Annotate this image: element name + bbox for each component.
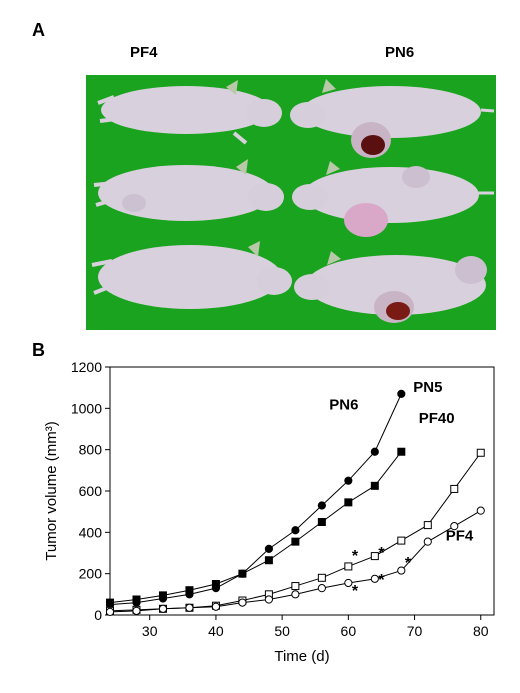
data-point-pf4 [211,602,221,611]
x-tick-label: 80 [473,623,489,639]
significance-asterisk: * [378,545,385,562]
data-point-pf4 [317,584,326,593]
y-tick-label: 0 [94,607,102,623]
plot-frame [109,366,495,616]
data-point-pf4 [450,522,459,531]
y-tick-label: 800 [79,442,103,458]
data-point-pf4 [105,607,115,616]
x-tick-label: 30 [142,623,158,639]
data-point-pf4 [291,590,300,599]
data-point-pn5 [317,501,326,510]
data-point-pf4 [132,606,141,615]
data-point-pn5 [264,544,273,553]
data-point-pn6 [344,498,353,507]
data-point-pn5 [370,447,379,456]
data-point-pf4 [370,574,379,583]
y-tick-label: 600 [79,483,103,499]
mouse-pn6-3 [294,251,487,323]
series-label-pf4: PF4 [446,528,474,545]
series-label-pf40: PF40 [419,410,455,427]
data-point-pn6 [132,595,141,604]
data-point-pn6 [370,481,379,490]
data-point-pf40 [291,582,300,591]
mouse-pf4-1 [97,80,282,145]
y-tick-label: 200 [79,566,103,582]
data-point-pn5 [291,526,300,535]
data-point-pn6 [291,537,300,546]
data-point-pf4 [158,604,168,613]
photo-column-label-pn6: PN6 [385,44,415,61]
photo-column-label-pf4: PF4 [130,44,158,61]
data-point-pn6 [238,569,247,578]
data-point-pf40 [423,521,432,530]
data-point-pf40 [476,448,485,457]
data-point-pf4 [397,566,406,575]
data-point-pf40 [344,562,353,571]
data-point-pn6 [397,447,406,456]
x-tick-label: 60 [341,623,357,639]
data-point-pn6 [317,518,326,526]
mouse-pf4-3 [91,241,292,309]
series-line-pn5 [109,393,402,606]
series-label-pn6: PN6 [329,397,358,414]
mouse-pn6-2 [292,161,494,237]
data-point-pf4 [264,595,273,604]
data-point-pf40 [370,552,379,561]
x-tick-label: 50 [274,623,290,639]
x-axis-label: Time (d) [274,648,329,665]
data-point-pn6 [264,556,273,565]
data-point-pn6 [158,591,167,600]
significance-asterisk: * [352,548,359,565]
data-point-pn5 [397,389,406,398]
significance-asterisk: * [352,583,359,600]
significance-asterisk: * [405,555,412,572]
data-point-pf40 [450,484,459,493]
x-tick-label: 40 [208,623,224,639]
data-point-pf4 [476,506,485,515]
mice-photo [86,75,496,330]
data-point-pf4 [423,537,432,546]
mouse-pf4-2 [93,159,284,221]
series-label-pn5: PN5 [413,379,442,396]
data-point-pn6 [211,580,220,588]
x-tick-label: 70 [407,623,423,639]
data-point-pn6 [185,586,194,595]
data-point-pf4 [344,578,353,588]
y-tick-label: 1200 [71,359,102,375]
tumor-volume-chart: 0 200 400 600 800 1000 1200 30 40 50 60 70 80 Time (d… [43,359,495,665]
mouse-pn6-1 [290,79,495,158]
y-tick-label: 1000 [71,400,102,416]
data-point-pf40 [397,536,406,545]
panel-b-letter: B [32,340,45,360]
panel-a-letter: A [32,20,45,40]
data-point-pf40 [317,573,326,582]
data-point-pn6 [106,598,114,607]
y-tick-label: 400 [79,524,103,540]
data-point-pn5 [344,476,353,485]
data-point-pf4 [185,603,194,612]
data-point-pf4 [238,598,247,607]
y-axis-label: Tumor volume (mm³) [43,421,60,560]
significance-asterisk: * [378,572,385,589]
series-line-pn6 [109,451,402,604]
